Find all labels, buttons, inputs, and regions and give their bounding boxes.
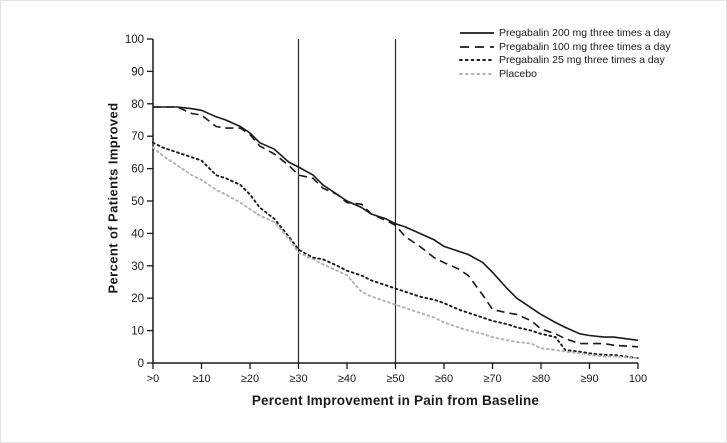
legend-label: Pregabalin 100 mg three times a day	[499, 40, 671, 53]
x-tick-label: ≥80	[532, 373, 550, 385]
y-tick-label: 90	[131, 66, 144, 78]
series-line-4	[152, 146, 639, 360]
y-axis-title: Percent of Patients Improved	[105, 102, 121, 294]
x-tick-label: ≥10	[192, 373, 210, 385]
x-tick-label: ≥90	[580, 373, 598, 385]
y-tick-label: 80	[131, 99, 144, 111]
x-tick-label: ≥20	[241, 373, 259, 385]
series-line-1	[153, 106, 639, 342]
y-tick-label: 10	[131, 326, 144, 338]
y-tick-label: 50	[131, 196, 144, 208]
legend-item-1: Pregabalin 200 mg three times a day	[459, 27, 671, 40]
legend-label: Placebo	[499, 67, 537, 80]
legend-item-2: Pregabalin 100 mg three times a day	[459, 41, 671, 54]
y-tick-label: 60	[131, 164, 144, 176]
legend-line-sample-dashed	[460, 45, 494, 48]
x-tick-label: >0	[147, 373, 160, 385]
y-tick-label: 0	[138, 358, 144, 370]
y-tick-label: 70	[131, 131, 144, 143]
legend-item-4: Placebo	[459, 68, 671, 81]
legend-label: Pregabalin 200 mg three times a day	[499, 27, 671, 40]
y-tick-label: 40	[131, 228, 144, 240]
legend-line-sample-dotted	[459, 72, 495, 75]
x-tick-label: ≥50	[386, 373, 404, 385]
x-tick-label: ≥40	[338, 373, 356, 385]
y-tick-label: 30	[131, 261, 144, 273]
chart-legend: Pregabalin 200 mg three times a day Prega…	[459, 27, 671, 80]
y-tick-label: 100	[125, 34, 144, 46]
x-tick-label: ≥60	[435, 373, 453, 385]
x-tick-label: 100	[629, 373, 647, 385]
legend-line-sample-dotted	[459, 59, 495, 62]
y-tick-label: 20	[131, 293, 144, 305]
x-tick-label: ≥30	[289, 373, 307, 385]
legend-item-3: Pregabalin 25 mg three times a day	[459, 54, 671, 67]
series-line-3	[152, 141, 639, 360]
x-axis-title: Percent Improvement in Pain from Baselin…	[251, 393, 540, 408]
legend-line-sample-solid	[460, 32, 494, 35]
x-tick-label: ≥70	[483, 373, 501, 385]
legend-label: Pregabalin 25 mg three times a day	[499, 54, 665, 67]
series-line-2	[153, 106, 639, 348]
